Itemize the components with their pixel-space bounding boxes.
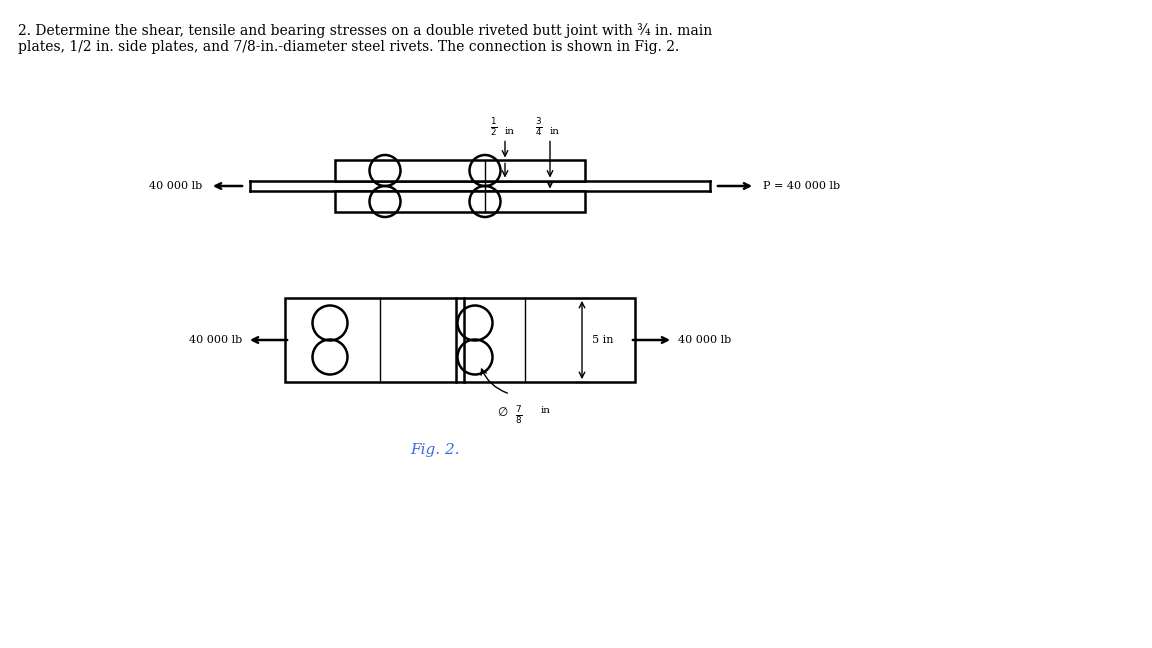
Text: 40 000 lb: 40 000 lb [679, 335, 732, 345]
Text: $\frac{7}{8}$: $\frac{7}{8}$ [515, 404, 523, 426]
Text: $\emptyset$: $\emptyset$ [497, 406, 508, 419]
Text: $\frac{3}{4}$: $\frac{3}{4}$ [536, 115, 543, 137]
Text: 40 000 lb: 40 000 lb [189, 335, 242, 345]
Text: $\frac{1}{2}$: $\frac{1}{2}$ [491, 115, 498, 137]
Bar [335, 161, 585, 181]
Text: in: in [505, 126, 515, 135]
Text: 40 000 lb: 40 000 lb [149, 181, 202, 191]
Text: in: in [550, 126, 560, 135]
Text: Fig. 2.: Fig. 2. [410, 443, 460, 457]
Text: in: in [541, 406, 551, 415]
Text: 2. Determine the shear, tensile and bearing stresses on a double riveted butt jo: 2. Determine the shear, tensile and bear… [18, 23, 712, 54]
Bar [285, 298, 635, 382]
Text: P = 40 000 lb: P = 40 000 lb [763, 181, 840, 191]
Text: 5 in: 5 in [592, 335, 614, 345]
Bar [335, 192, 585, 211]
